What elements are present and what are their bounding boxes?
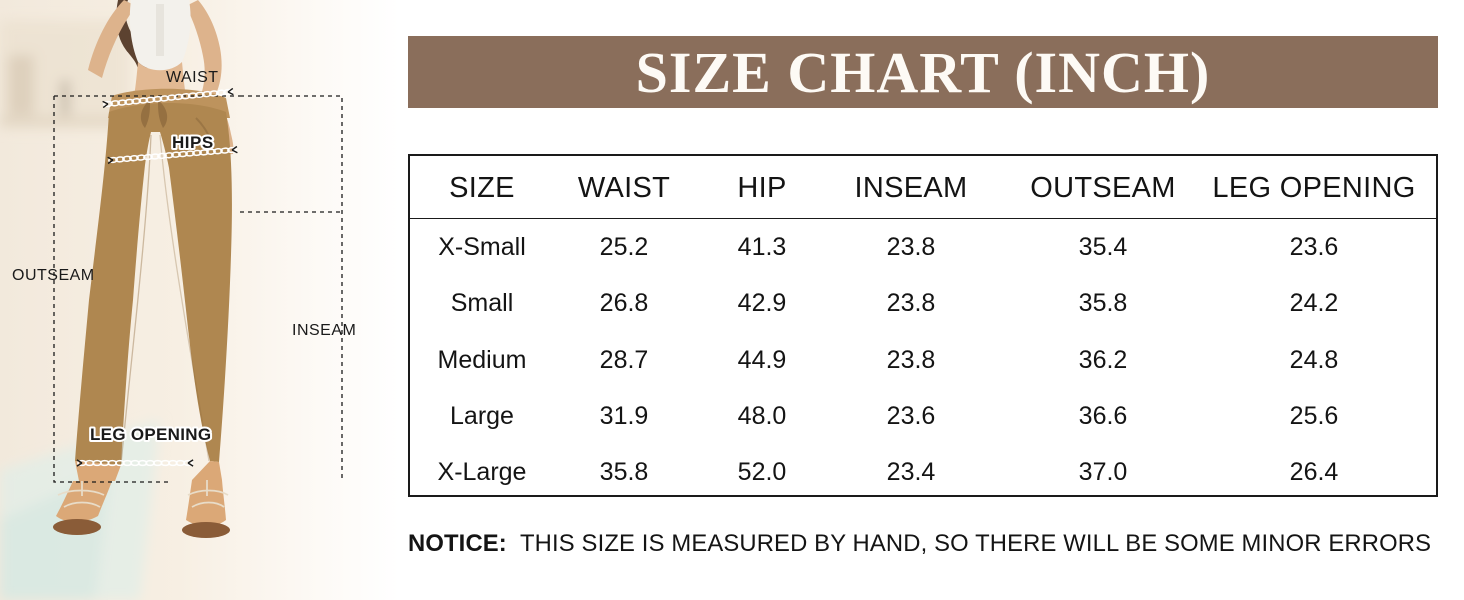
svg-text:INSEAM: INSEAM bbox=[292, 322, 356, 339]
svg-text:LEG OPENING: LEG OPENING bbox=[90, 425, 211, 444]
svg-text:OUTSEAM: OUTSEAM bbox=[12, 267, 95, 284]
svg-text:HIPS: HIPS bbox=[172, 133, 214, 152]
svg-text:WAIST: WAIST bbox=[166, 69, 219, 86]
